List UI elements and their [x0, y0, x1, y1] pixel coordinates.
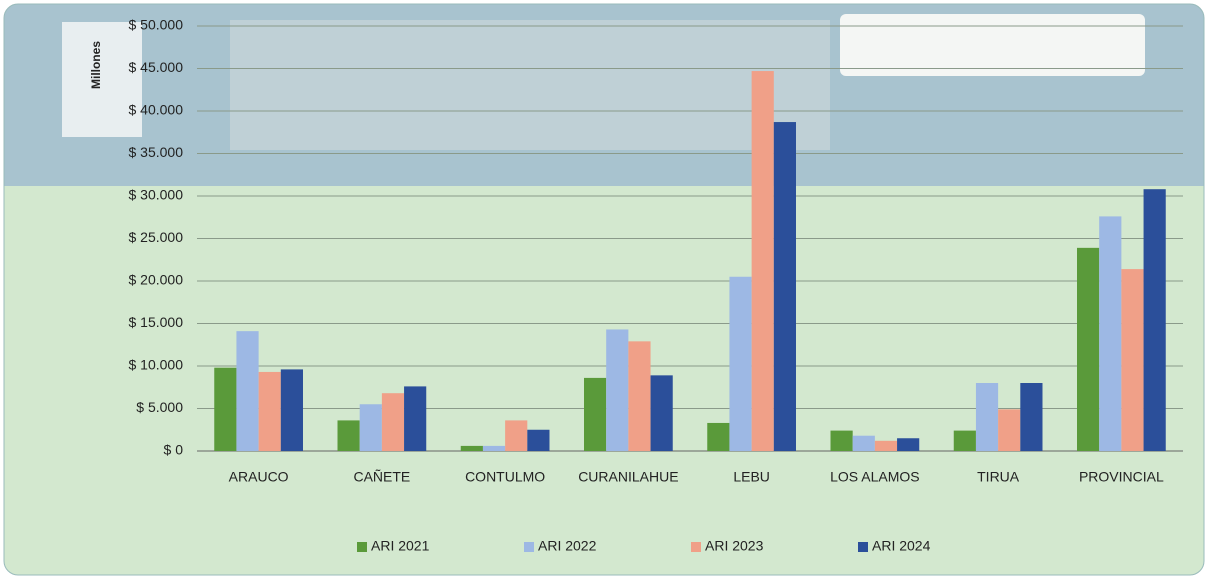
y-tick-label: $ 35.000 [129, 144, 184, 160]
x-tick-label: LEBU [733, 469, 770, 485]
bar [1099, 216, 1121, 451]
y-tick-label: $ 25.000 [129, 229, 184, 245]
bar [527, 430, 549, 451]
bar [1077, 248, 1099, 451]
bar [1020, 383, 1042, 451]
x-tick-label: CURANILAHUE [578, 469, 678, 485]
bar [360, 404, 382, 451]
bar [831, 431, 853, 451]
legend-label: ARI 2024 [872, 538, 931, 554]
y-tick-label: $ 20.000 [129, 272, 184, 288]
bar [382, 393, 404, 451]
bar [875, 441, 897, 451]
legend-swatch [858, 542, 868, 552]
x-tick-label: ARAUCO [229, 469, 289, 485]
x-tick-label: LOS ALAMOS [830, 469, 919, 485]
x-tick-label: CAÑETE [353, 469, 410, 485]
y-tick-label: $ 45.000 [129, 59, 184, 75]
y-tick-label: $ 30.000 [129, 187, 184, 203]
y-tick-label: $ 40.000 [129, 102, 184, 118]
bar [1144, 189, 1166, 451]
bar [954, 431, 976, 451]
bar [281, 369, 303, 451]
bar [707, 423, 729, 451]
building [230, 20, 830, 150]
bar [236, 331, 258, 451]
bar [752, 71, 774, 451]
bar [606, 329, 628, 451]
bar [651, 375, 673, 451]
bar [897, 438, 919, 451]
legend-label: ARI 2021 [371, 538, 430, 554]
bar [214, 368, 236, 451]
background [4, 4, 1204, 575]
bar [461, 446, 483, 451]
bar [404, 386, 426, 451]
bar [976, 383, 998, 451]
y-tick-label: $ 10.000 [129, 357, 184, 373]
bar [998, 409, 1020, 451]
bar [259, 372, 281, 451]
bar [338, 420, 360, 451]
x-tick-label: TIRUA [977, 469, 1020, 485]
legend-label: ARI 2023 [705, 538, 764, 554]
chart: Millones $ 0 $ 5.000 $ 10.000 $ 15.000 $ 20.… [0, 0, 1208, 579]
bar [483, 446, 505, 451]
bar [505, 420, 527, 451]
logo-box [840, 14, 1145, 76]
y-tick-label: $ 15.000 [129, 314, 184, 330]
legend-swatch [357, 542, 367, 552]
legend-label: ARI 2022 [538, 538, 597, 554]
y-axis-label: Millones [89, 41, 103, 89]
legend-swatch [524, 542, 534, 552]
page: Millones $ 0 $ 5.000 $ 10.000 $ 15.000 $ 20.… [0, 0, 1208, 579]
x-tick-label: PROVINCIAL [1079, 469, 1164, 485]
bar [628, 341, 650, 451]
bar [729, 277, 751, 451]
bar [584, 378, 606, 451]
bar [1121, 269, 1143, 451]
x-tick-label: CONTULMO [465, 469, 545, 485]
y-tick-label: $ 5.000 [136, 399, 183, 415]
bar [774, 122, 796, 451]
bar [853, 436, 875, 451]
y-tick-label: $ 50.000 [129, 17, 184, 33]
legend-swatch [691, 542, 701, 552]
y-tick-label: $ 0 [164, 442, 184, 458]
